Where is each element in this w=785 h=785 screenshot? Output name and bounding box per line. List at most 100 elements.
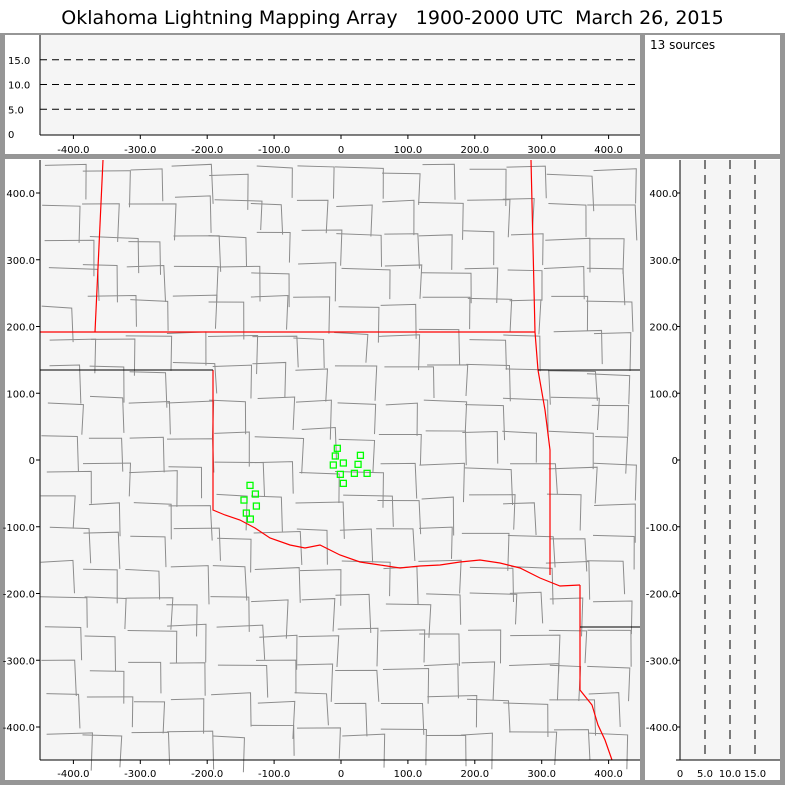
county-line — [209, 399, 247, 435]
county-line — [82, 203, 120, 242]
county-line — [88, 502, 121, 537]
county-line — [334, 702, 368, 737]
county-line — [466, 698, 511, 733]
county-line — [125, 568, 161, 600]
county-line — [217, 265, 261, 302]
county-line — [548, 629, 588, 664]
county-line — [419, 462, 465, 503]
county-line — [209, 173, 249, 210]
county-line — [509, 663, 560, 701]
ns-ytick-label: 0 — [672, 456, 678, 467]
county-line — [466, 363, 511, 402]
county-line — [548, 202, 587, 237]
altitude-xtick-label: -200.0 — [191, 145, 223, 156]
county-line — [545, 561, 591, 600]
county-line — [336, 233, 383, 267]
county-line — [125, 597, 174, 630]
county-line — [295, 368, 329, 402]
county-line — [44, 626, 83, 661]
lightning-source-point — [354, 460, 362, 468]
county-line — [338, 438, 376, 472]
county-line — [380, 728, 427, 766]
altitude-ytick-label: 0 — [8, 130, 14, 141]
map-xtick-label: -100.0 — [258, 769, 290, 780]
county-line — [502, 430, 538, 463]
county-line — [89, 236, 140, 274]
county-line — [384, 233, 420, 269]
county-line — [380, 303, 417, 339]
county-line — [44, 163, 87, 200]
county-line — [469, 168, 507, 206]
lightning-source-point — [363, 469, 371, 478]
county-line — [378, 433, 422, 465]
county-line — [422, 296, 471, 330]
county-line — [211, 692, 252, 727]
county-line — [298, 635, 340, 668]
county-line — [339, 528, 374, 563]
ns-xtick-label: 5.0 — [697, 769, 713, 780]
altitude-xtick-label: 400.0 — [594, 145, 623, 156]
county-line — [250, 295, 289, 330]
county-line — [462, 430, 499, 464]
county-line — [553, 329, 603, 365]
figure-title: Oklahoma Lightning Mapping Array 1900-20… — [0, 0, 785, 33]
county-line — [214, 199, 263, 231]
county-line — [380, 703, 425, 735]
county-line — [46, 693, 81, 729]
map-xtick-label: 100.0 — [394, 769, 423, 780]
lightning-source-point — [331, 452, 339, 460]
county-line — [301, 229, 343, 266]
county-line — [126, 264, 166, 302]
county-line — [82, 170, 131, 208]
county-line — [89, 670, 125, 704]
county-line — [423, 663, 459, 699]
lightning-source-point — [252, 502, 261, 510]
red-river-border — [212, 370, 581, 587]
county-line — [461, 532, 510, 571]
county-line — [133, 502, 172, 540]
county-line — [427, 364, 469, 397]
county-line — [82, 734, 123, 768]
county-line — [384, 264, 423, 299]
county-line — [593, 332, 632, 372]
county-line — [299, 569, 342, 606]
county-line — [255, 659, 297, 694]
county-line — [257, 396, 296, 430]
county-line — [418, 234, 453, 270]
county-line — [334, 166, 384, 199]
county-line — [88, 437, 124, 472]
county-line — [384, 366, 435, 399]
county-line — [338, 306, 380, 343]
map-xtick-label: -400.0 — [57, 769, 89, 780]
county-line — [467, 297, 513, 333]
map-xtick-label: -200.0 — [191, 769, 223, 780]
county-line — [89, 395, 125, 433]
county-line — [589, 238, 625, 274]
county-line — [49, 526, 92, 564]
county-line — [41, 435, 79, 472]
lightning-source-point — [242, 509, 250, 517]
county-line — [423, 399, 468, 432]
county-line — [422, 163, 456, 200]
county-line — [419, 633, 460, 666]
county-line — [549, 699, 597, 736]
map-xtick-label: 300.0 — [527, 769, 556, 780]
county-line — [553, 729, 591, 761]
county-line — [463, 230, 495, 266]
county-line — [167, 730, 215, 770]
county-line — [469, 339, 507, 370]
county-line — [419, 526, 453, 559]
county-line — [208, 235, 248, 267]
source-count-panel — [645, 35, 780, 154]
county-line — [465, 404, 506, 441]
county-line — [587, 204, 638, 241]
county-line — [385, 402, 418, 436]
county-line — [47, 402, 84, 435]
county-line — [251, 724, 295, 756]
county-line — [335, 669, 380, 702]
county-line — [461, 661, 496, 701]
county-line — [341, 267, 391, 300]
county-line — [595, 436, 629, 474]
